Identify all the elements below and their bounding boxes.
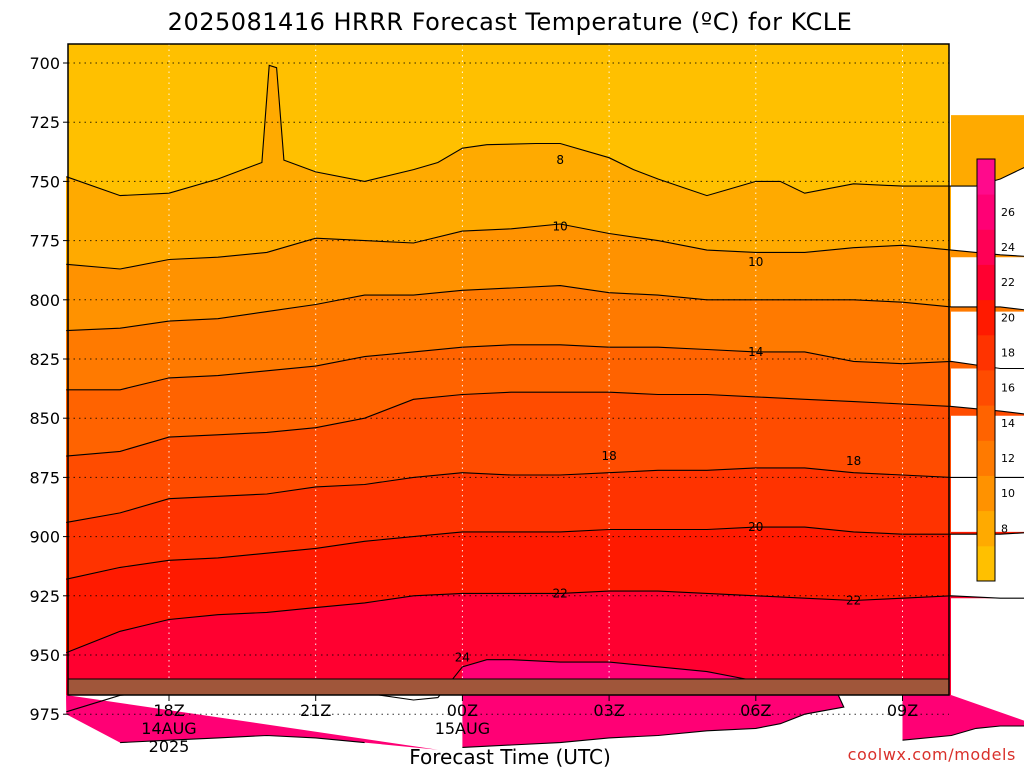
colorbar-label-10: 10 — [1001, 487, 1015, 500]
band-above-22 — [66, 591, 1024, 695]
ground-strip — [68, 678, 949, 695]
colorbar-swatch-9 — [977, 229, 995, 265]
grid-lines — [68, 44, 949, 715]
colorbar-swatch-8 — [977, 264, 995, 301]
contour-label-22-1: 22 — [846, 594, 861, 608]
colorbar-swatch-2 — [977, 475, 995, 512]
contour-label-22-0: 22 — [553, 586, 568, 600]
y-tick-label-850: 850 — [29, 409, 60, 428]
x-tick-label-11-0: 03Z — [593, 701, 624, 720]
y-tick-label-800: 800 — [29, 291, 60, 310]
contour-22-7 — [66, 590, 1024, 654]
contour-label-10-0: 10 — [553, 219, 568, 233]
band-above-24-west — [66, 695, 438, 750]
y-tick-label-700: 700 — [29, 54, 60, 73]
y-tick-label-925: 925 — [29, 587, 60, 606]
contour-label-18-0: 18 — [601, 449, 616, 463]
contour-8-0 — [66, 64, 1024, 197]
colorbar-label-26: 26 — [1001, 206, 1015, 219]
x-tick-label-17-0: 09Z — [887, 701, 918, 720]
y-tick-label-950: 950 — [29, 646, 60, 665]
contour-14-3 — [66, 344, 1024, 391]
credit-link[interactable]: coolwx.com/models — [848, 745, 1016, 764]
contour-20-6 — [66, 526, 1024, 580]
contour-16-4 — [66, 391, 1024, 457]
colorbar-label-16: 16 — [1001, 382, 1015, 395]
x-axis-label: Forecast Time (UTC) — [409, 745, 611, 768]
colorbar-swatch-4 — [977, 405, 995, 441]
colorbar-label-22: 22 — [1001, 276, 1015, 289]
x-tick-label-5-0: 21Z — [300, 701, 331, 720]
contour-12-2 — [66, 285, 1024, 332]
colorbar-swatch-10 — [977, 194, 995, 230]
x-tick-label-2-1: 14AUG — [141, 719, 196, 738]
contour-label-14-0: 14 — [748, 345, 763, 359]
colorbar-label-24: 24 — [1001, 241, 1015, 254]
colorbar: 8 10 12 14 16 18 20 22 24 26 — [976, 158, 1015, 582]
contour-label-8-0: 8 — [556, 153, 564, 167]
y-tick-label-750: 750 — [29, 172, 60, 191]
contour-label-18-1: 18 — [846, 454, 861, 468]
colorbar-label-12: 12 — [1001, 452, 1015, 465]
chart-title: 2025081416 HRRR Forecast Temperature (ºC… — [168, 8, 853, 36]
colorbar-label-14: 14 — [1001, 417, 1015, 430]
contour-label-10-1: 10 — [748, 255, 763, 269]
y-tick-label-775: 775 — [29, 232, 60, 251]
temperature-bands — [66, 44, 1024, 750]
plot-frame — [67, 43, 950, 696]
x-tick-label-8-1: 15AUG — [435, 719, 490, 738]
x-tick-label-14-0: 06Z — [740, 701, 771, 720]
contour-labels: 8 10 10 14 18 18 20 22 22 24 — [455, 153, 861, 664]
y-tick-label-725: 725 — [29, 113, 60, 132]
y-tick-label-875: 875 — [29, 468, 60, 487]
contour-label-24-0: 24 — [455, 650, 470, 664]
contour-label-20-0: 20 — [748, 520, 763, 534]
x-tick-label-8-0: 00Z — [447, 701, 478, 720]
colorbar-swatch-5 — [977, 370, 995, 406]
colorbar-swatch-3 — [977, 440, 995, 476]
colorbar-swatch-1 — [977, 510, 995, 547]
colorbar-swatch-0 — [977, 545, 995, 582]
colorbar-swatch-7 — [977, 299, 995, 336]
y-tick-label-975: 975 — [29, 705, 60, 724]
colorbar-label-20: 20 — [1001, 311, 1015, 324]
contour-24-10 — [902, 725, 1024, 741]
x-tick-label-2-0: 18Z — [153, 701, 184, 720]
contour-24-9 — [120, 734, 365, 744]
colorbar-label-18: 18 — [1001, 346, 1015, 359]
band-above-24-east — [902, 695, 1024, 741]
x-tick-label-2-2: 2025 — [149, 737, 190, 756]
colorbar-swatch-11 — [977, 159, 995, 195]
colorbar-swatch-6 — [977, 334, 995, 371]
ground-fill — [68, 679, 949, 695]
contour-lines — [66, 64, 1024, 748]
y-tick-label-900: 900 — [29, 528, 60, 547]
y-axis: 700 725 750 775 800 825 850 875 900 925 950 975 — [29, 54, 68, 724]
contour-10-1 — [66, 223, 1024, 270]
y-tick-label-825: 825 — [29, 350, 60, 369]
contour-18-5 — [66, 467, 1024, 523]
colorbar-frame — [976, 158, 996, 582]
colorbar-label-8: 8 — [1001, 522, 1008, 535]
